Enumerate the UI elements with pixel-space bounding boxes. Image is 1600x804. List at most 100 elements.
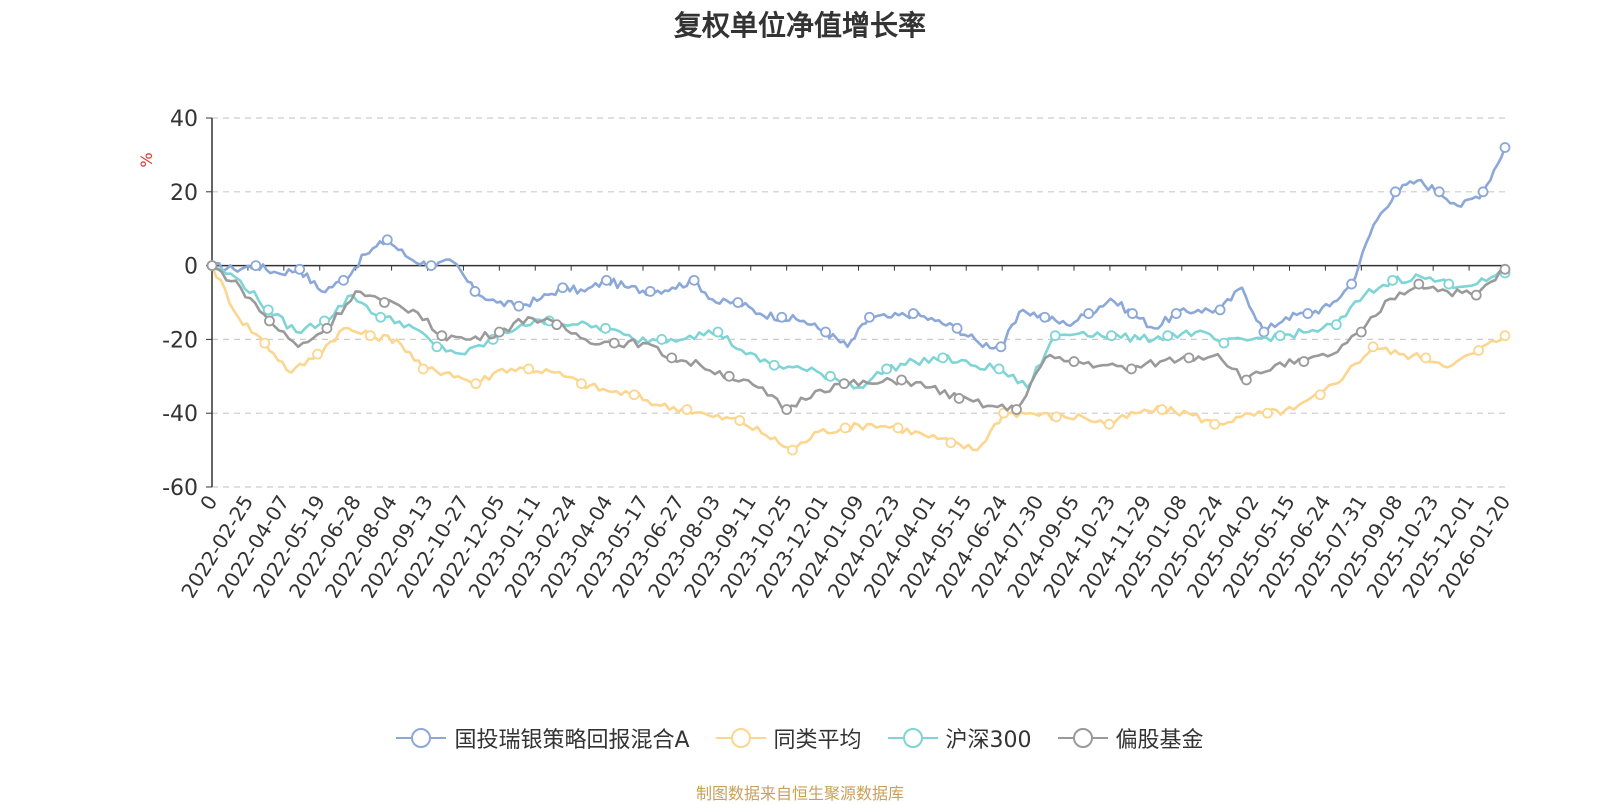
data-point <box>425 260 437 272</box>
data-point <box>644 286 656 297</box>
data-point <box>1218 337 1230 349</box>
legend-label: 同类平均 <box>773 728 862 753</box>
data-point <box>907 308 919 319</box>
y-tick-label: -20 <box>162 328 198 353</box>
data-point <box>1355 326 1367 338</box>
data-point <box>375 311 387 323</box>
data-point <box>1473 345 1485 356</box>
data-point <box>364 330 376 342</box>
legend-marker-icon <box>715 728 766 748</box>
data-point <box>1103 418 1115 430</box>
data-point <box>1068 356 1080 367</box>
x-tick-label: 0 <box>195 491 222 515</box>
series-line <box>211 147 1507 350</box>
data-point <box>600 322 611 334</box>
data-point <box>1314 389 1326 401</box>
legend-item[interactable]: 国投瑞银策略回报混合A <box>396 722 690 754</box>
grid-lines <box>212 117 1505 488</box>
series-2 <box>206 260 1511 390</box>
data-point <box>937 352 949 364</box>
data-point <box>953 393 965 404</box>
data-point <box>294 263 306 275</box>
data-point <box>601 274 612 286</box>
data-point <box>656 333 668 345</box>
data-point <box>469 286 481 297</box>
data-point <box>781 404 793 415</box>
data-point <box>206 260 218 272</box>
series-line <box>211 264 1506 412</box>
data-point <box>1499 263 1511 275</box>
data-point <box>1049 330 1061 342</box>
data-point <box>1156 404 1168 415</box>
legend-marker-icon <box>396 728 447 748</box>
data-point <box>1170 308 1182 319</box>
data-point <box>864 311 875 323</box>
data-point <box>1390 186 1401 198</box>
data-point <box>1298 356 1310 367</box>
data-point <box>1443 278 1455 290</box>
data-point <box>523 363 535 375</box>
data-point <box>951 322 963 334</box>
y-tick-label: -60 <box>162 476 198 501</box>
data-point <box>892 422 904 434</box>
data-point <box>734 415 746 426</box>
legend-item[interactable]: 沪深300 <box>887 722 1032 754</box>
data-point <box>1499 330 1511 342</box>
data-point <box>945 437 957 449</box>
data-point <box>1126 363 1137 375</box>
legend-marker-icon <box>1057 728 1108 748</box>
data-point <box>1420 352 1432 364</box>
data-point <box>551 319 563 331</box>
data-point <box>436 330 448 342</box>
data-point <box>1367 341 1379 353</box>
data-point <box>381 234 393 246</box>
data-point <box>1499 142 1511 153</box>
data-point <box>838 378 850 390</box>
chart-title: 复权单位净值增长率 <box>673 9 926 42</box>
data-point <box>259 337 271 349</box>
data-point <box>513 300 525 312</box>
data-point <box>1127 308 1138 319</box>
data-point <box>993 363 1005 375</box>
data-point <box>881 363 893 375</box>
y-tick-label: 0 <box>184 255 198 280</box>
legend-item[interactable]: 同类平均 <box>715 722 862 754</box>
data-point <box>1477 186 1489 198</box>
data-point <box>723 370 735 382</box>
y-tick-label: 20 <box>170 181 198 206</box>
series-0 <box>206 142 1511 353</box>
data-point <box>1346 278 1357 290</box>
data-point <box>1209 418 1221 430</box>
data-source-note: 制图数据来自恒生聚源数据库 <box>695 784 904 803</box>
data-point <box>688 274 700 286</box>
data-point <box>1302 308 1314 319</box>
data-point <box>995 341 1007 353</box>
series-line <box>211 264 1506 390</box>
data-point <box>493 326 505 338</box>
data-point <box>1051 411 1062 423</box>
data-point <box>1433 186 1445 198</box>
data-point <box>1274 330 1286 342</box>
y-axis-label: % <box>137 152 156 167</box>
y-tick-label: 40 <box>170 107 198 132</box>
data-point <box>712 326 724 338</box>
data-point <box>681 404 693 415</box>
data-point <box>378 297 390 308</box>
legend-label: 沪深300 <box>945 728 1032 753</box>
legend-item[interactable]: 偏股基金 <box>1057 722 1204 754</box>
data-point <box>628 389 640 401</box>
data-point <box>768 359 780 371</box>
data-point <box>1083 308 1095 319</box>
data-point <box>470 378 482 390</box>
data-point <box>1214 304 1226 316</box>
data-point <box>1262 407 1273 419</box>
data-point <box>839 422 851 434</box>
legend-label: 偏股基金 <box>1115 728 1204 753</box>
data-point <box>250 260 262 272</box>
data-point <box>896 374 907 386</box>
data-point <box>666 352 678 364</box>
data-point <box>576 378 587 390</box>
data-point <box>338 274 349 286</box>
series-3 <box>206 260 1511 415</box>
chart-legend: 国投瑞银策略回报混合A 同类平均 沪深300 偏股基金 <box>0 722 1600 754</box>
